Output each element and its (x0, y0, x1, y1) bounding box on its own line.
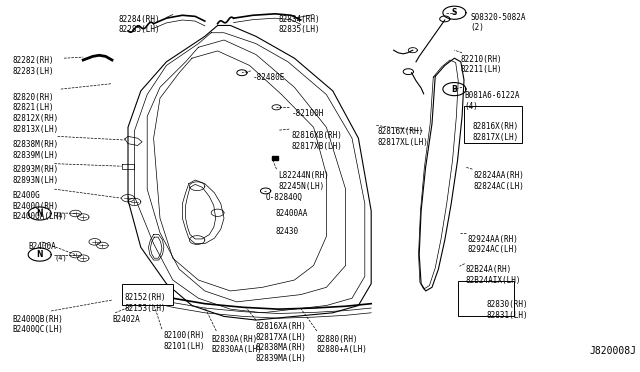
Text: N: N (36, 250, 43, 259)
Text: 82210(RH)
82211(LH): 82210(RH) 82211(LH) (461, 55, 502, 74)
Text: B2400QB(RH)
B2400QC(LH): B2400QB(RH) B2400QC(LH) (13, 315, 63, 334)
Text: 82816X(RH)
82817XL(LH): 82816X(RH) 82817XL(LH) (378, 127, 428, 147)
FancyBboxPatch shape (122, 285, 173, 305)
Text: B2400G
B2400Q(RH)
B2400QA(LH): B2400G B2400Q(RH) B2400QA(LH) (13, 191, 63, 221)
Text: 82824AA(RH)
82824AC(LH): 82824AA(RH) 82824AC(LH) (474, 171, 524, 191)
Text: L82244N(RH)
82245N(LH): L82244N(RH) 82245N(LH) (278, 171, 329, 191)
Text: N: N (36, 209, 43, 218)
Text: 82430: 82430 (275, 227, 298, 236)
FancyBboxPatch shape (464, 106, 522, 143)
Text: B2400A: B2400A (29, 242, 56, 251)
Text: S08320-5082A
(2): S08320-5082A (2) (470, 13, 526, 32)
Text: 82284(RH)
82285(LH): 82284(RH) 82285(LH) (118, 15, 160, 34)
Bar (272, 156, 278, 160)
FancyBboxPatch shape (458, 282, 514, 316)
Text: (4): (4) (54, 254, 67, 261)
Text: 82152(RH)
82153(LH): 82152(RH) 82153(LH) (125, 293, 166, 312)
Text: 82B24A(RH)
82B24AIX(LH): 82B24A(RH) 82B24AIX(LH) (466, 266, 522, 285)
Text: 82834(RH)
82835(LH): 82834(RH) 82835(LH) (278, 15, 320, 34)
Text: 82400AA: 82400AA (275, 209, 308, 218)
Text: -82100H: -82100H (291, 109, 324, 118)
Text: B2402A: B2402A (112, 315, 140, 324)
Text: 82816XB(RH)
82817XB(LH): 82816XB(RH) 82817XB(LH) (291, 131, 342, 151)
Text: 82893M(RH)
82893N(LH): 82893M(RH) 82893N(LH) (13, 166, 59, 185)
Text: B: B (452, 84, 457, 94)
Text: O-82840Q: O-82840Q (266, 193, 303, 202)
Text: 82880(RH)
82880+A(LH): 82880(RH) 82880+A(LH) (317, 334, 367, 355)
Text: B081A6-6122A
(4): B081A6-6122A (4) (464, 91, 520, 111)
Text: -82480E: -82480E (253, 73, 285, 82)
Text: S: S (452, 8, 457, 17)
Text: 82100(RH)
82101(LH): 82100(RH) 82101(LH) (163, 331, 205, 351)
Text: 82838M(RH)
82839M(LH): 82838M(RH) 82839M(LH) (13, 140, 59, 160)
Text: (4): (4) (54, 213, 67, 219)
Text: 82924AA(RH)
82924AC(LH): 82924AA(RH) 82924AC(LH) (467, 235, 518, 254)
Text: B2830A(RH)
B2830AA(LH): B2830A(RH) B2830AA(LH) (211, 334, 262, 355)
Text: 82282(RH)
82283(LH): 82282(RH) 82283(LH) (13, 57, 54, 76)
Text: 82830(RH)
82831(LH): 82830(RH) 82831(LH) (486, 300, 528, 320)
Text: J820008J: J820008J (590, 346, 637, 356)
Text: 82816XA(RH)
82817XA(LH)
82838MA(RH)
82839MA(LH): 82816XA(RH) 82817XA(LH) 82838MA(RH) 8283… (256, 322, 307, 363)
Text: 82816X(RH)
82817X(LH): 82816X(RH) 82817X(LH) (472, 122, 518, 142)
Text: 82820(RH)
82821(LH)
82812X(RH)
82813X(LH): 82820(RH) 82821(LH) 82812X(RH) 82813X(LH… (13, 93, 59, 134)
